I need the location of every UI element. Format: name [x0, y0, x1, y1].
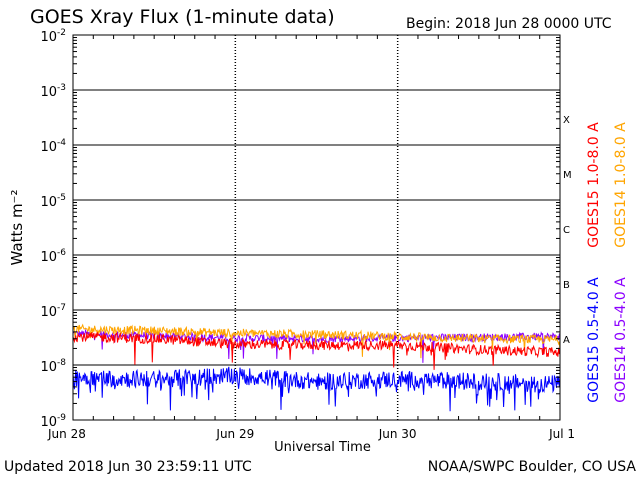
- y-tick-label: 10-9: [40, 413, 66, 430]
- flare-class-labels: X M C B A: [563, 115, 572, 346]
- credit-text: NOAA/SWPC Boulder, CO USA: [427, 459, 636, 475]
- flare-class-label: C: [563, 225, 570, 236]
- series-line: [72, 323, 561, 359]
- updated-timestamp: Updated 2018 Jun 30 23:59:11 UTC: [4, 459, 252, 475]
- flare-class-label: A: [563, 335, 570, 346]
- x-axis-label: Universal Time: [274, 440, 371, 455]
- x-tick-label: Jul 1: [548, 427, 575, 441]
- flare-class-label: B: [563, 280, 570, 291]
- x-tick-label: Jun 28: [47, 427, 86, 441]
- y-tick-label: 10-7: [40, 303, 66, 320]
- y-tick-label: 10-3: [40, 83, 66, 100]
- x-tick-label: Jun 30: [378, 427, 417, 441]
- legend-entry: GOES15 0.5-4.0 A: [586, 277, 602, 403]
- legend-entry: GOES15 1.0-8.0 A: [586, 122, 602, 248]
- legend-entry: GOES14 1.0-8.0 A: [613, 122, 629, 248]
- plot-frame: [72, 34, 561, 421]
- chart-title: GOES Xray Flux (1-minute data): [30, 6, 335, 28]
- y-tick-label: 10-6: [40, 248, 66, 265]
- y-tick-label: 10-2: [40, 28, 66, 45]
- series-line: [72, 366, 561, 412]
- flare-class-label: M: [563, 170, 572, 181]
- x-tick-label: Jun 29: [215, 427, 254, 441]
- y-tick-label: 10-5: [40, 193, 66, 210]
- grid: [73, 35, 560, 420]
- y-axis-label: Watts m⁻²: [8, 190, 26, 266]
- series-group: [72, 323, 561, 412]
- series-line: [72, 332, 561, 370]
- y-tick-label: 10-4: [40, 138, 66, 155]
- legend: GOES15 1.0-8.0 A GOES15 0.5-4.0 A GOES14 1…: [586, 122, 629, 403]
- begin-time: Begin: 2018 Jun 28 0000 UTC: [406, 16, 612, 32]
- legend-entry: GOES14 0.5-4.0 A: [613, 277, 629, 403]
- y-tick-label: 10-8: [40, 358, 66, 375]
- flare-class-label: X: [563, 115, 570, 126]
